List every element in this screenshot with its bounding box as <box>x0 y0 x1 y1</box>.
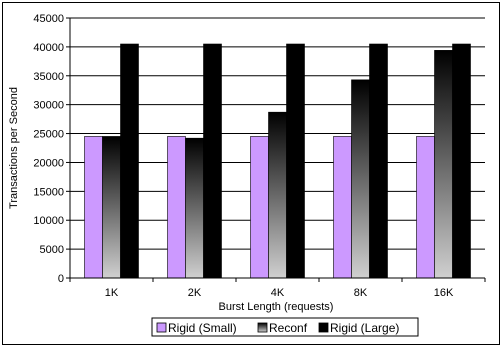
x-axis-title: Burst Length (requests) <box>219 301 334 313</box>
bar-rigid-large--8k <box>369 43 388 279</box>
y-tick-label: 10000 <box>33 215 64 227</box>
y-tick-label: 25000 <box>33 129 64 141</box>
y-tick-label: 20000 <box>33 157 64 169</box>
x-tick-label: 2K <box>188 287 202 299</box>
bar-rigid-large--4k <box>286 43 305 279</box>
bar-rigid-small--1k <box>84 136 103 279</box>
legend-swatch-rigid-large <box>318 322 329 333</box>
y-tick-label: 35000 <box>33 71 64 83</box>
bars <box>84 43 471 279</box>
y-tick-labels: 0 5000 10000 15000 20000 25000 30000 35000 40000… <box>33 13 64 285</box>
y-tick-label: 5000 <box>40 244 64 256</box>
y-tick-label: 45000 <box>33 13 64 25</box>
bar-rigid-small--2k <box>167 136 186 279</box>
y-tick-label: 40000 <box>33 42 64 54</box>
x-tick-label: 4K <box>271 287 285 299</box>
bar-rigid-small--8k <box>333 136 352 279</box>
bar-rigid-small--16k <box>416 136 435 279</box>
y-tick-label: 0 <box>58 273 64 285</box>
bar-rigid-large--16k <box>452 43 471 279</box>
bar-reconf-16k <box>434 50 453 279</box>
legend: Rigid (Small) Reconf Rigid (Large) <box>151 317 419 337</box>
bar-reconf-1k <box>102 136 121 279</box>
bar-rigid-small--4k <box>250 136 269 279</box>
bar-reconf-4k <box>268 111 287 279</box>
x-tick-label: 8K <box>354 287 368 299</box>
bar-rigid-large--2k <box>203 43 222 279</box>
x-tick-label: 16K <box>434 287 454 299</box>
axes <box>69 18 486 282</box>
y-tick-label: 15000 <box>33 186 64 198</box>
bar-rigid-large--1k <box>120 43 139 279</box>
x-tick-label: 1K <box>105 287 119 299</box>
bar-reconf-8k <box>351 79 370 279</box>
legend-label-rigid-large: Rigid (Large) <box>330 321 399 335</box>
legend-swatch-rigid-small <box>156 322 167 333</box>
y-axis-title: Transactions per Second <box>8 87 20 209</box>
legend-box <box>151 317 419 337</box>
bar-reconf-2k <box>185 137 204 279</box>
legend-swatch-reconf <box>257 322 268 333</box>
x-tick-labels: 1K 2K 4K 8K 16K <box>105 287 454 299</box>
legend-label-reconf: Reconf <box>269 321 308 335</box>
y-tick-label: 30000 <box>33 100 64 112</box>
legend-label-rigid-small: Rigid (Small) <box>168 321 237 335</box>
